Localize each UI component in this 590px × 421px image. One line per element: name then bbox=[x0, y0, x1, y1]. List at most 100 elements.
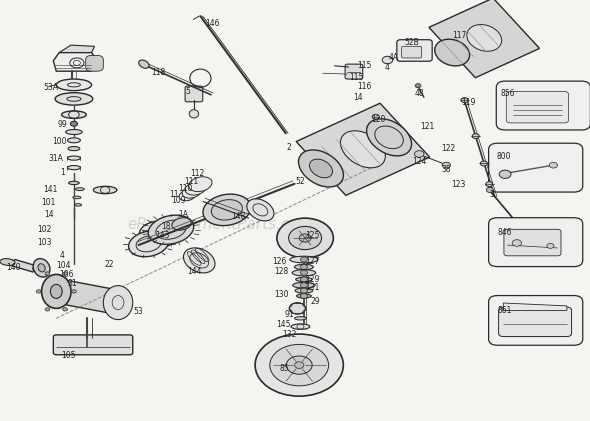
Text: 123: 123 bbox=[451, 180, 466, 189]
Text: 125: 125 bbox=[305, 231, 319, 240]
Circle shape bbox=[70, 121, 77, 126]
Ellipse shape bbox=[56, 79, 91, 91]
Text: 143: 143 bbox=[155, 231, 169, 240]
Text: 4: 4 bbox=[385, 63, 390, 72]
Text: 128: 128 bbox=[274, 267, 289, 277]
Text: 124: 124 bbox=[412, 157, 427, 165]
Circle shape bbox=[415, 84, 421, 88]
Ellipse shape bbox=[65, 130, 82, 135]
Circle shape bbox=[512, 240, 522, 246]
Circle shape bbox=[154, 232, 162, 237]
FancyBboxPatch shape bbox=[496, 81, 590, 130]
Ellipse shape bbox=[0, 258, 15, 265]
Circle shape bbox=[461, 98, 468, 103]
Ellipse shape bbox=[183, 248, 215, 273]
Text: 1A: 1A bbox=[178, 210, 188, 219]
Text: 2: 2 bbox=[286, 143, 291, 152]
Text: 129: 129 bbox=[305, 275, 319, 284]
Polygon shape bbox=[59, 45, 94, 53]
Circle shape bbox=[71, 290, 76, 293]
Ellipse shape bbox=[294, 317, 306, 320]
Ellipse shape bbox=[310, 159, 333, 178]
Circle shape bbox=[300, 257, 307, 262]
Text: 4: 4 bbox=[60, 251, 64, 260]
Ellipse shape bbox=[103, 285, 133, 320]
Ellipse shape bbox=[172, 218, 191, 230]
Ellipse shape bbox=[247, 199, 274, 221]
Text: 112: 112 bbox=[191, 169, 205, 178]
FancyBboxPatch shape bbox=[185, 86, 203, 102]
Text: 144: 144 bbox=[187, 266, 202, 276]
Ellipse shape bbox=[129, 231, 169, 257]
Circle shape bbox=[486, 187, 493, 192]
Text: 105: 105 bbox=[61, 351, 76, 360]
Text: 141: 141 bbox=[43, 186, 58, 195]
Ellipse shape bbox=[33, 266, 48, 273]
Ellipse shape bbox=[189, 177, 212, 192]
Ellipse shape bbox=[55, 93, 93, 105]
Text: 31A: 31A bbox=[49, 154, 64, 163]
Circle shape bbox=[139, 221, 177, 248]
Ellipse shape bbox=[68, 147, 80, 151]
Circle shape bbox=[289, 226, 322, 250]
Text: 116: 116 bbox=[357, 82, 371, 91]
Text: 109: 109 bbox=[171, 196, 185, 205]
Ellipse shape bbox=[67, 156, 80, 160]
Text: 101: 101 bbox=[41, 198, 56, 207]
Text: 846: 846 bbox=[498, 228, 512, 237]
Text: 146: 146 bbox=[205, 19, 219, 28]
Text: 5: 5 bbox=[185, 88, 190, 96]
Circle shape bbox=[148, 227, 169, 242]
Circle shape bbox=[382, 56, 393, 64]
Text: 14: 14 bbox=[44, 210, 54, 219]
Ellipse shape bbox=[148, 215, 194, 244]
Text: 85: 85 bbox=[279, 363, 289, 373]
Text: 120: 120 bbox=[371, 115, 385, 124]
Ellipse shape bbox=[296, 277, 312, 282]
Ellipse shape bbox=[292, 270, 316, 276]
Text: 52B: 52B bbox=[405, 38, 419, 47]
FancyBboxPatch shape bbox=[402, 46, 422, 58]
Text: 140: 140 bbox=[6, 263, 21, 272]
Text: 52: 52 bbox=[296, 177, 305, 186]
Circle shape bbox=[299, 234, 311, 242]
Circle shape bbox=[486, 182, 493, 187]
Circle shape bbox=[270, 344, 329, 386]
FancyBboxPatch shape bbox=[504, 229, 561, 256]
Ellipse shape bbox=[189, 110, 199, 118]
Ellipse shape bbox=[50, 284, 62, 298]
Ellipse shape bbox=[38, 264, 45, 272]
FancyBboxPatch shape bbox=[397, 40, 432, 61]
Text: 22: 22 bbox=[104, 260, 114, 269]
Ellipse shape bbox=[185, 181, 206, 195]
Text: 100: 100 bbox=[52, 137, 67, 146]
Polygon shape bbox=[503, 303, 567, 310]
Text: eReplacementParts.com: eReplacementParts.com bbox=[127, 217, 314, 232]
FancyBboxPatch shape bbox=[86, 56, 103, 71]
FancyBboxPatch shape bbox=[489, 218, 583, 266]
Text: 103: 103 bbox=[37, 237, 52, 247]
Circle shape bbox=[63, 308, 67, 311]
Ellipse shape bbox=[290, 256, 318, 263]
Ellipse shape bbox=[33, 258, 50, 277]
Polygon shape bbox=[296, 103, 430, 195]
Circle shape bbox=[300, 293, 307, 298]
Polygon shape bbox=[56, 280, 121, 314]
Text: 3: 3 bbox=[489, 189, 494, 199]
Text: 4A: 4A bbox=[388, 53, 398, 62]
Circle shape bbox=[499, 170, 511, 179]
FancyBboxPatch shape bbox=[489, 296, 583, 345]
Text: 48: 48 bbox=[414, 89, 424, 99]
Circle shape bbox=[45, 308, 50, 311]
Circle shape bbox=[294, 362, 304, 368]
Text: 53: 53 bbox=[134, 307, 143, 316]
Text: 31: 31 bbox=[67, 279, 77, 288]
Text: 99: 99 bbox=[57, 120, 67, 130]
Text: 53A: 53A bbox=[43, 83, 58, 92]
Circle shape bbox=[289, 303, 306, 314]
Text: 130: 130 bbox=[274, 290, 289, 299]
Text: 29: 29 bbox=[310, 297, 320, 306]
Circle shape bbox=[300, 270, 307, 275]
Circle shape bbox=[372, 114, 379, 119]
Text: 800: 800 bbox=[496, 152, 510, 161]
